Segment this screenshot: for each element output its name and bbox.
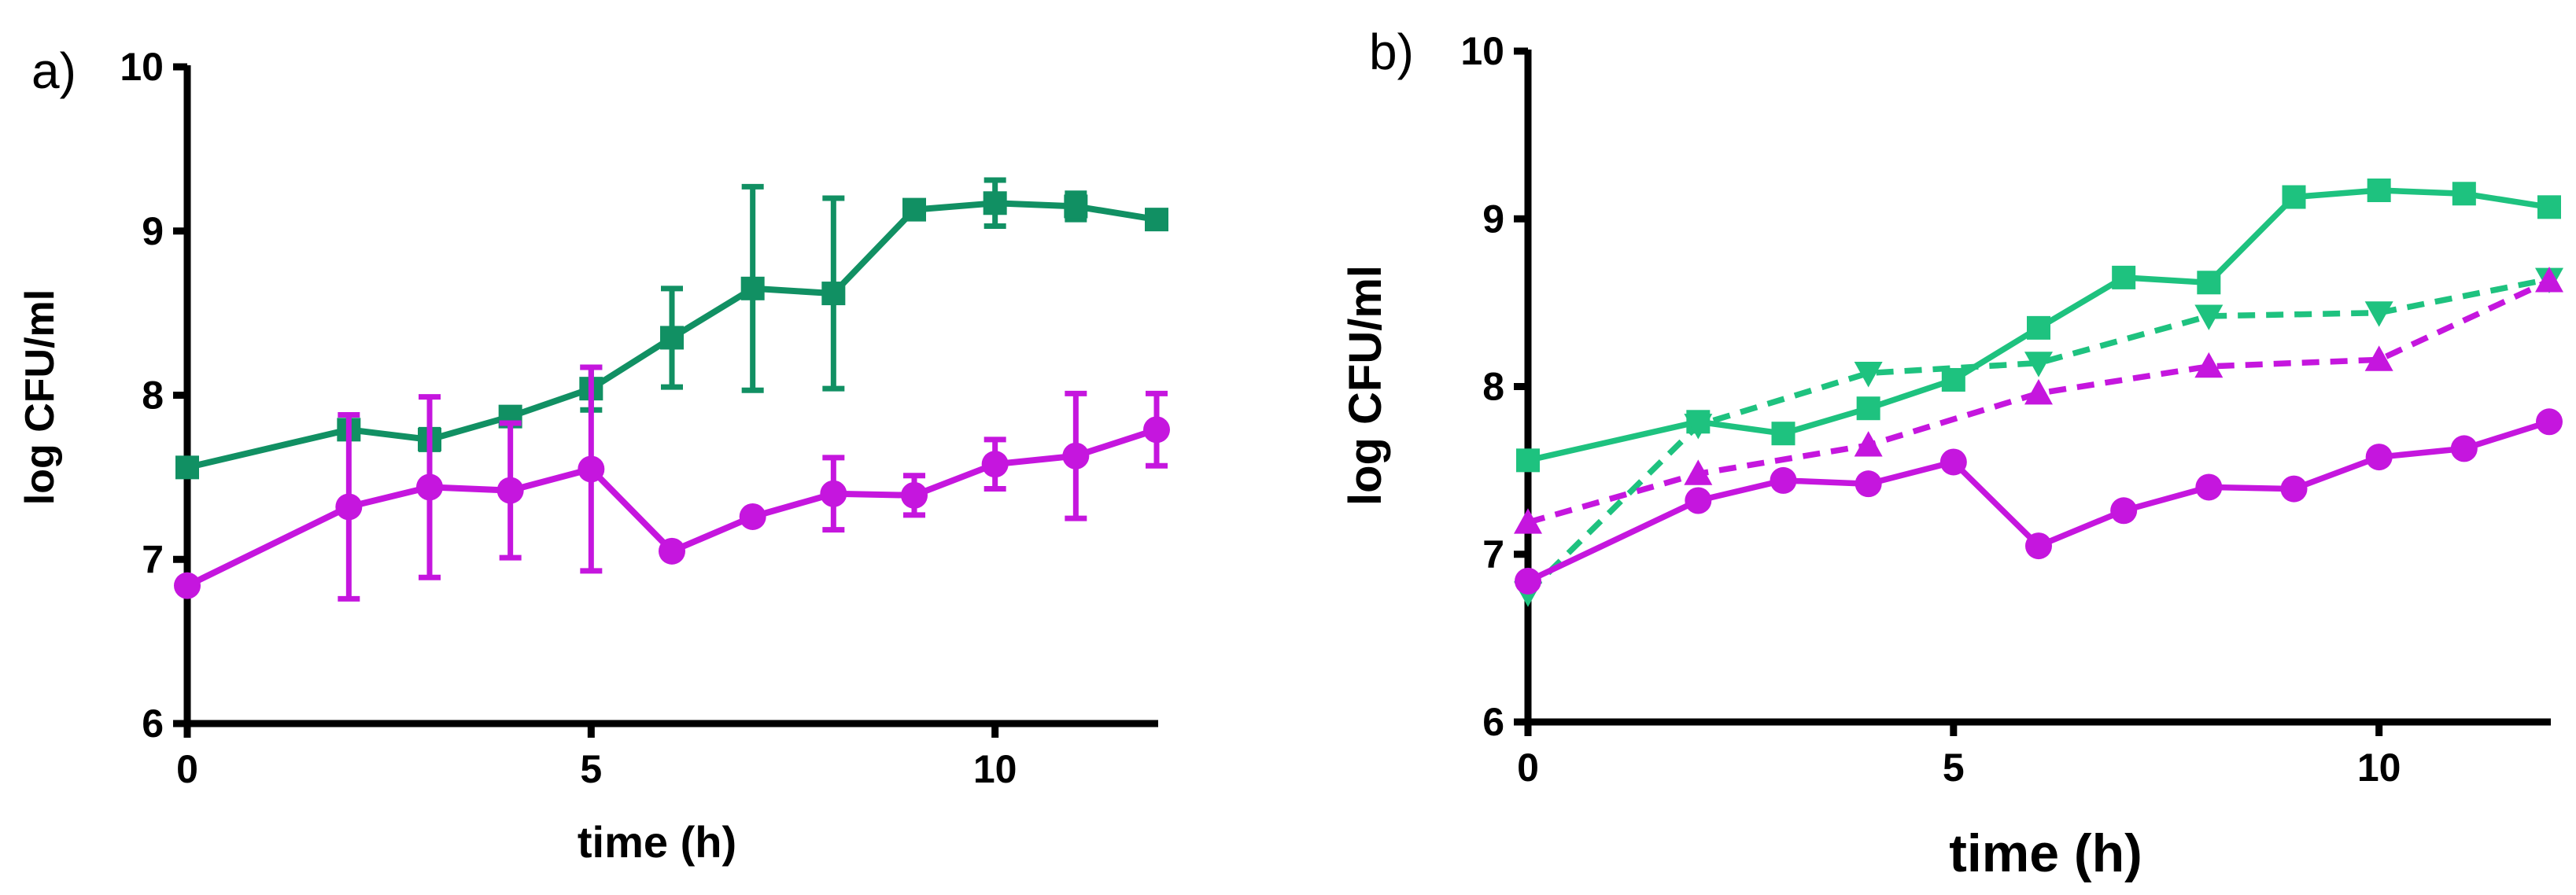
panel-b-series-3-marker-circle [2450,435,2478,462]
panel-b-series-3-marker-circle [1939,448,1967,476]
panel-a-series-1-marker-circle [659,537,685,565]
panel-b-x-tick-label: 10 [2357,746,2401,790]
panel-b-series-3-marker-circle [2280,475,2308,503]
panel-a-series-1-marker-circle [335,493,363,521]
panel-a-series-1-marker-circle [820,480,847,507]
panel-b-series-0-marker-square [2367,178,2391,202]
panel-b-series-3-marker-circle [1515,567,1541,595]
panel-b-series-2-marker-triangle-up [2364,345,2393,371]
panel-b-y-tick-label: 6 [1482,700,1504,744]
panel-b-series-2-marker-triangle-up [1514,508,1542,534]
panel-a-series-1-marker-circle [1143,416,1170,444]
panel-a-series-1-marker-circle [578,455,605,483]
panel-b-series-2-marker-triangle-up [1684,459,1713,485]
panel-a-series-1-marker-circle [1062,442,1090,470]
panel-b-series-3-marker-circle [1770,466,1797,494]
panel-a-series-0-line [186,200,1157,471]
panel-a-y-tick-label: 9 [142,209,164,253]
panel-a-series-0-marker-square [175,455,199,480]
panel-a-series-0-marker-square [660,326,684,350]
panel-b-series-1-marker-triangle-down [2194,304,2224,330]
panel-b-series-0-marker-square [1856,396,1880,421]
panel-b-series-0-marker-square [2197,271,2221,295]
panel-b-series-2-marker-triangle-up [2535,267,2563,293]
panel-a-series-1-marker-circle [739,503,766,530]
panel-a-x-tick-label: 10 [973,747,1017,791]
panel-a-series-0-marker-square [740,276,765,300]
panel-a-series-0-marker-square [983,191,1007,215]
panel-b-y-tick-label: 7 [1482,532,1504,576]
panel-b-x-axis-title: time (h) [1949,823,2142,883]
panel-a-x-axis-title: time (h) [578,817,736,867]
panel-a-series-0-marker-square [821,282,846,306]
panel-b-plot: 6 7 8 9 10 0 5 10 [1460,29,2563,790]
panel-b-series-2-marker-triangle-up [2024,379,2053,405]
panel-b-y-tick-label: 10 [1460,29,1504,73]
panel-b: b) log CFU/ml time (h) 6 7 8 9 10 0 5 10 [1340,24,2563,883]
panel-b-series-0-marker-square [1941,367,1965,392]
panel-a-y-tick-label: 8 [142,374,164,418]
panel-b-series-0-marker-square [2537,195,2561,219]
panel-b-series-0-marker-square [2112,265,2136,289]
panel-b-series-1-marker-triangle-down [2024,352,2053,378]
panel-b-series-0-marker-square [1516,448,1540,473]
panel-b-series-3-marker-circle [2365,444,2393,471]
panel-b-y-tick-label: 8 [1482,365,1504,409]
panel-b-series-0-marker-square [2452,182,2476,206]
panel-a-y-axis-title: log CFU/ml [17,289,63,505]
panel-a-series-1-marker-circle [901,481,928,509]
panel-b-series-3-marker-circle [2110,497,2138,525]
panel-b-x-tick-label: 0 [1517,746,1539,790]
panel-b-x-tick-label: 5 [1943,746,1965,790]
panel-a-series-1-marker-circle [496,477,524,504]
panel-b-series-1-marker-triangle-down [1684,414,1713,440]
panel-b-series-0-marker-square [2027,315,2050,340]
panel-b-series-0-marker-square [2282,185,2306,209]
panel-a-label: a) [31,42,76,99]
panel-a-x-tick-label: 0 [176,747,198,791]
panel-b-y-tick-label: 9 [1482,197,1504,241]
panel-a-plot: 6 7 8 9 10 0 5 10 [120,45,1170,791]
panel-b-series-3-marker-circle [1685,487,1712,514]
panel-a-series-0-marker-square [902,197,926,222]
panel-a-y-tick-label: 7 [142,537,164,581]
panel-b-series-3-marker-circle [2025,532,2052,560]
panel-b-series-3-line [1526,418,2551,584]
panel-b-series-1-marker-triangle-down [1854,362,1883,388]
panel-b-series-0-line [1527,187,2550,463]
panel-b-label: b) [1369,24,1414,80]
panel-b-series-2-marker-triangle-up [1854,431,1883,457]
panel-b-series-3-marker-circle [2195,473,2223,501]
panel-a-series-1-marker-circle [416,473,443,501]
panel-b-series-1-marker-triangle-down [2364,301,2393,327]
panel-b-series-0-marker-square [1771,422,1795,446]
panel-a-series-0-marker-square [1064,194,1088,219]
panel-a-y-tick-label: 6 [142,702,164,746]
panel-a-series-1-marker-circle [174,572,201,599]
panel-b-series-3-marker-circle [2536,408,2563,436]
panel-a-series-1-line [186,426,1158,589]
panel-a-series-0-marker-square [1145,208,1168,232]
panel-b-series-3-marker-circle [1854,470,1882,498]
panel-a: a) log CFU/ml time (h) 6 7 8 9 10 0 5 10 [17,42,1170,867]
panel-a-x-tick-label: 5 [580,747,602,791]
panel-b-series-2-marker-triangle-up [2194,352,2224,378]
panel-a-series-1-marker-circle [981,451,1009,478]
panel-a-y-tick-label: 10 [120,45,164,89]
panel-b-y-axis-title: log CFU/ml [1340,265,1391,506]
